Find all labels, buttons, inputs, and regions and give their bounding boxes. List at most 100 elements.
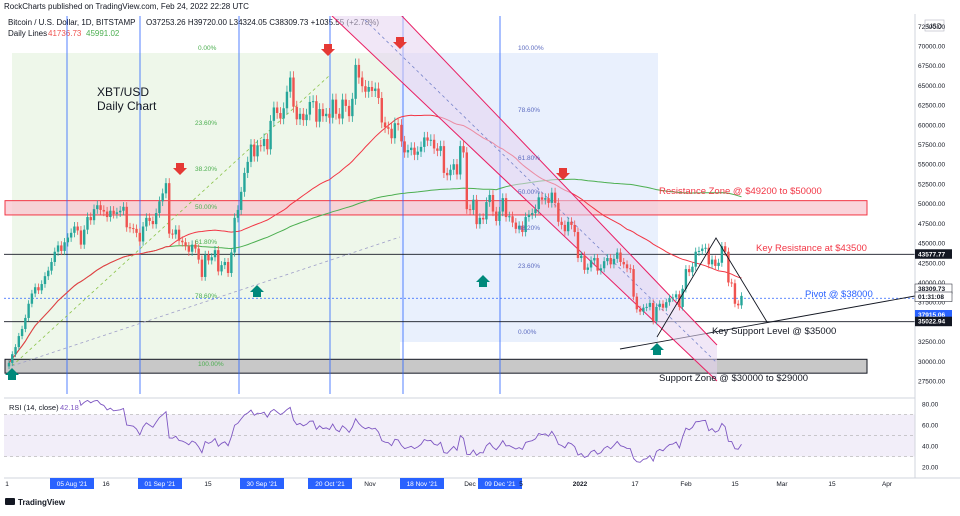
price-tick: 40000.00 (918, 280, 945, 287)
candle-body (223, 261, 227, 266)
candle-body (27, 303, 30, 318)
channel-mid (364, 19, 718, 364)
candle-body (217, 250, 220, 272)
candle-body (416, 151, 419, 155)
time-tick: Nov (364, 481, 376, 488)
candle-body (635, 296, 639, 310)
candle-body (691, 266, 694, 273)
candle-body (66, 237, 70, 243)
time-tick: 09 Dec '21 (485, 481, 516, 488)
candle-body (295, 106, 298, 120)
candle-body (727, 251, 730, 283)
candle-body (351, 98, 354, 117)
candle-body (289, 77, 292, 92)
candle-body (403, 141, 406, 153)
candle-body (442, 146, 446, 173)
symbol-text: Bitcoin / U.S. Dollar, 1D, BITSTAMP (8, 18, 135, 27)
candle-body (125, 206, 128, 228)
price-label-box (915, 249, 952, 259)
candle-body (432, 139, 436, 149)
candle-body (197, 248, 200, 260)
candle-body (128, 227, 132, 229)
moving-averages (8, 114, 742, 364)
down-arrow (393, 37, 407, 49)
price-label-text: 01:31:08 (918, 294, 944, 301)
candle-body (589, 260, 593, 268)
candle-body (239, 191, 243, 210)
rsi-tick: 20.00 (922, 465, 939, 472)
down-arrow (556, 168, 570, 180)
candle-body (151, 220, 155, 225)
candle-body (521, 225, 524, 233)
price-axis[interactable]: 72500.00 70000.00 67500.00 65000.00 62500.00… (918, 24, 945, 386)
candle-body (154, 213, 158, 225)
candle-body (465, 152, 468, 210)
candle-body (253, 144, 256, 157)
candle-body (593, 258, 596, 261)
candle-body (266, 139, 269, 150)
price-tick: 37500.00 (918, 300, 945, 307)
time-tick: 18 Nov '21 (407, 481, 438, 488)
lines-value-2: 45991.02 (86, 29, 120, 38)
candle-body (171, 233, 174, 235)
candle-body (347, 105, 351, 117)
price-label-text: 43577.77 (918, 251, 945, 258)
candle-body (158, 201, 161, 214)
price-label-box (914, 291, 953, 302)
candle-body (164, 183, 168, 194)
candle-body (612, 258, 616, 265)
candle-body (396, 123, 400, 125)
fib-right-label: 38.20% (518, 225, 540, 232)
candle-body (449, 169, 452, 176)
signal-arrows (5, 37, 768, 380)
candle-body (606, 258, 609, 262)
candle-body (563, 224, 567, 232)
annotation-text: Support Zone @ $30000 to $29000 (659, 373, 808, 384)
fib-left-label: 78.60% (195, 293, 217, 300)
candle-body (145, 217, 148, 227)
candle-body (740, 295, 743, 306)
candle-body (445, 172, 449, 176)
candle-body (79, 230, 83, 245)
candle-body (86, 217, 89, 230)
candle-body (226, 261, 230, 274)
candle-body (390, 128, 393, 139)
annotation-text: Key Support Level @ $35000 (712, 326, 836, 337)
candle-body (547, 198, 550, 203)
candle-body (622, 261, 625, 265)
fib-left-label: 100.00% (198, 361, 224, 368)
rally-lines (656, 237, 768, 338)
rsi-tick: 80.00 (922, 402, 939, 409)
candle-body (511, 216, 514, 223)
up-arrow (476, 275, 490, 287)
price-tick: 42500.00 (918, 260, 945, 267)
candle-body (184, 242, 187, 247)
candle-body (220, 265, 223, 272)
candle-body (478, 217, 482, 225)
down-arrow (173, 163, 187, 175)
price-label-box (915, 310, 952, 320)
candle-body (53, 251, 56, 262)
up-arrow (5, 368, 19, 380)
candle-body (99, 205, 102, 210)
price-label-text: 38309.73 (918, 286, 945, 293)
candle-body (514, 222, 518, 229)
ohlc-text: O37253.26 H39720.00 L34324.05 C38309.73 … (146, 18, 379, 27)
rsi-pane[interactable] (4, 386, 915, 463)
currency-label: USD (927, 24, 942, 31)
candle-body (406, 150, 410, 153)
candle-body (63, 242, 66, 251)
candle-body (308, 101, 312, 115)
down-arrow (321, 44, 335, 56)
currency-box[interactable] (924, 19, 945, 32)
candle-body (56, 245, 60, 252)
footer-brand: TradingView (18, 498, 66, 507)
fib-right-label: 61.80% (518, 155, 540, 162)
candle-body (455, 164, 459, 175)
candle-body (737, 303, 740, 306)
time-label-box (240, 478, 284, 489)
time-axis[interactable]: 1 05 Aug '21 16 01 Sep '21 15 30 Sep '21 20 Oc… (5, 478, 893, 489)
